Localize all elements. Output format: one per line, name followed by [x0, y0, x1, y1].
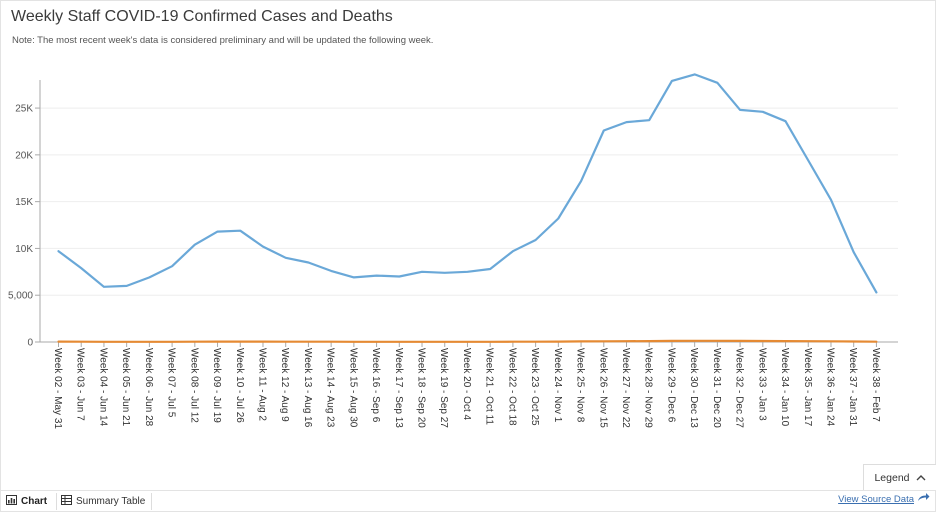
- x-tick-label: Week 03 - Jun 7: [75, 348, 86, 421]
- x-tick-label: Week 20 - Oct 4: [461, 348, 472, 421]
- series-line-confirmed-cases: [57, 73, 878, 294]
- tab-chart[interactable]: Chart: [6, 493, 47, 510]
- y-tick-label: 15K: [15, 197, 33, 208]
- x-tick-label: Week 31 - Dec 20: [711, 348, 722, 428]
- x-tick-label: Week 29 - Dec 6: [665, 348, 676, 423]
- chart-note: Note: The most recent week's data is con…: [12, 35, 434, 46]
- x-tick-label: Week 07 - Jul 5: [166, 348, 177, 418]
- x-tick-label: Week 38 - Feb 7: [870, 348, 881, 422]
- x-tick-label: Week 28 - Nov 29: [643, 348, 654, 428]
- x-tick-label: Week 26 - Nov 15: [597, 348, 608, 428]
- x-tick-label: Week 14 - Aug 23: [325, 348, 336, 428]
- bottom-toolbar: Chart Summary Table: [0, 490, 936, 513]
- x-tick-label: Week 37 - Jan 31: [847, 348, 858, 427]
- y-tick-label: 20K: [15, 150, 33, 161]
- series-line-deaths: [57, 339, 878, 343]
- tab-summary-table-label: Summary Table: [76, 496, 146, 507]
- table-icon: [61, 495, 72, 508]
- x-tick-label: Week 34 - Jan 10: [779, 348, 790, 427]
- share-arrow-icon[interactable]: [917, 492, 930, 505]
- x-tick-label: Week 12 - Aug 9: [279, 348, 290, 422]
- tab-chart-label: Chart: [21, 496, 48, 507]
- x-tick-label: Week 36 - Jan 24: [824, 348, 835, 427]
- legend-label: Legend: [874, 472, 910, 484]
- x-tick-label: Week 08 - Jul 12: [188, 348, 199, 423]
- x-tick-label: Week 30 - Dec 13: [688, 348, 699, 428]
- x-tick-label: Week 19 - Sep 27: [438, 348, 449, 428]
- x-tick-label: Week 09 - Jul 19: [211, 348, 222, 423]
- x-tick-label: Week 11 - Aug 2: [256, 348, 267, 421]
- x-tick-label: Week 10 - Jul 26: [234, 348, 245, 423]
- y-tick-label: 25K: [15, 104, 33, 115]
- x-tick-label: Week 22 - Oct 18: [506, 348, 517, 426]
- x-tick-label: Week 35 - Jan 17: [802, 348, 813, 427]
- x-tick-label: Week 17 - Sep 13: [393, 348, 404, 428]
- x-tick-label: Week 24 - Nov 1: [552, 348, 563, 423]
- legend-toggle-button[interactable]: Legend: [863, 464, 936, 491]
- x-tick-label: Week 32 - Dec 27: [734, 348, 745, 428]
- x-tick-label: Week 21 - Oct 11: [484, 348, 495, 425]
- chart-title: Weekly Staff COVID-19 Confirmed Cases an…: [11, 8, 393, 25]
- y-tick-label: 0: [27, 338, 33, 349]
- x-tick-label: Week 06 - Jun 28: [143, 348, 154, 427]
- x-tick-label: Week 25 - Nov 8: [575, 348, 586, 423]
- x-tick-label: Week 04 - Jun 14: [97, 348, 108, 427]
- y-tick-label: 5,000: [8, 291, 33, 302]
- x-tick-label: Week 15 - Aug 30: [347, 348, 358, 428]
- x-tick-label: Week 13 - Aug 16: [302, 348, 313, 428]
- x-tick-label: Week 05 - Jun 21: [120, 348, 131, 427]
- y-tick-label: 10K: [15, 244, 33, 255]
- view-source-data-link[interactable]: View Source Data: [838, 494, 914, 505]
- x-tick-label: Week 33 - Jan 3: [756, 348, 767, 421]
- x-tick-label: Week 16 - Sep 6: [370, 348, 381, 423]
- x-tick-label: Week 23 - Oct 25: [529, 348, 540, 426]
- x-tick-label: Week 27 - Nov 22: [620, 348, 631, 428]
- chevron-up-icon: [916, 472, 926, 484]
- chart-icon: [6, 495, 17, 508]
- tab-summary-table[interactable]: Summary Table: [56, 493, 153, 510]
- line-chart: 0 5,000 10K 15K 20K 25K Week 02 - May 31 Week 0…: [8, 73, 898, 429]
- x-tick-label: Week 02 - May 31: [52, 348, 63, 429]
- x-tick-label: Week 18 - Sep 20: [416, 348, 427, 428]
